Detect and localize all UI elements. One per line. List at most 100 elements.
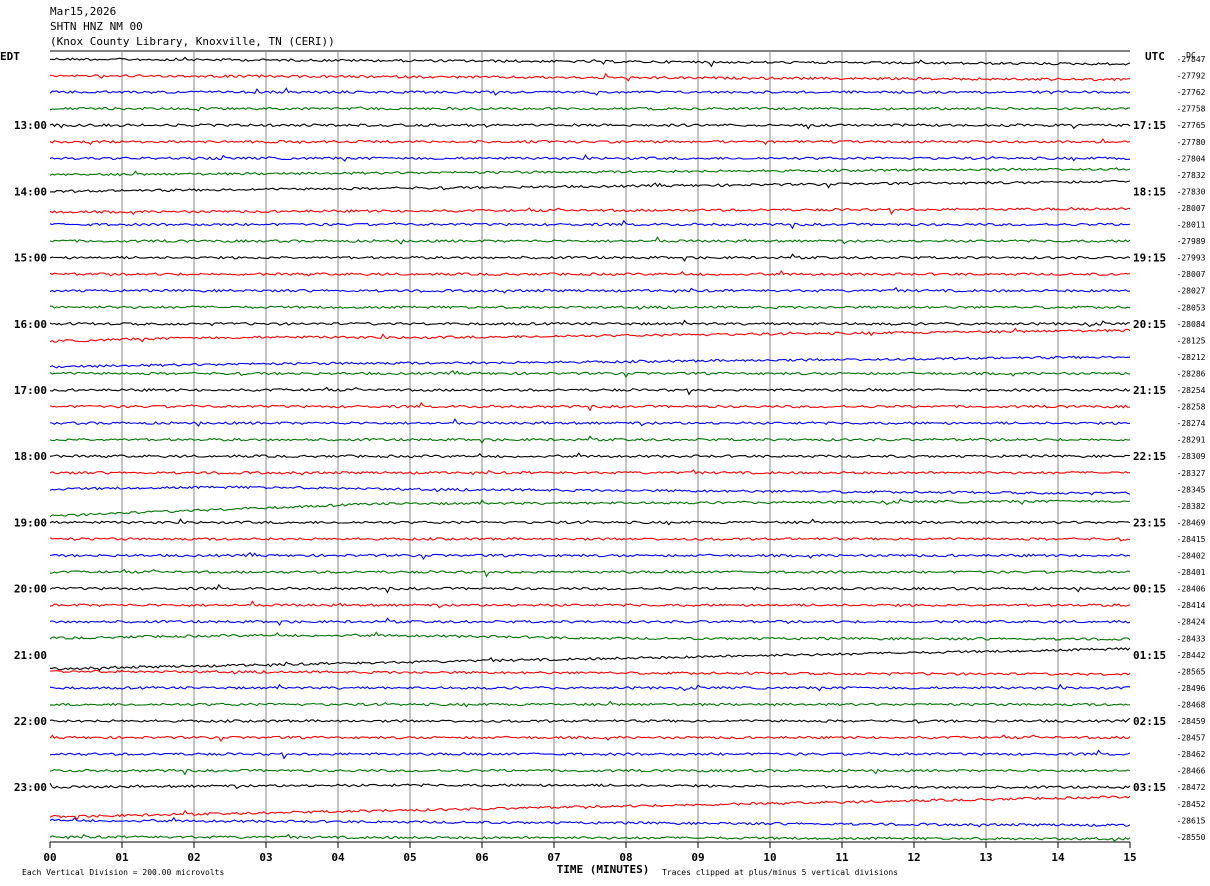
dc-offset-label: -28415 — [1177, 535, 1206, 544]
x-tick-label: 05 — [403, 851, 416, 864]
seismic-trace — [49, 600, 1131, 609]
dc-offset-label: -28011 — [1177, 221, 1206, 230]
seismic-trace — [49, 253, 1131, 262]
hour-label-edt: 20:00 — [14, 583, 47, 596]
left-timezone-label: EDT — [0, 50, 20, 63]
seismic-trace — [49, 418, 1131, 428]
seismic-trace — [49, 518, 1131, 526]
seismic-trace — [49, 783, 1131, 790]
x-tick-label: 13 — [979, 851, 992, 864]
hour-label-utc: 23:15 — [1133, 516, 1166, 529]
dc-offset-label: -28274 — [1177, 419, 1206, 428]
hour-label-edt: 22:00 — [14, 715, 47, 728]
seismic-trace — [50, 305, 1131, 310]
seismic-trace — [49, 167, 1131, 177]
hour-label-edt: 13:00 — [14, 119, 47, 132]
x-tick-label: 15 — [1123, 851, 1136, 864]
chart-location: (Knox County Library, Knoxville, TN (CER… — [50, 35, 335, 48]
hour-label-utc: 02:15 — [1133, 715, 1166, 728]
dc-offset-label: -28254 — [1177, 386, 1206, 395]
hour-label-utc: 18:15 — [1133, 185, 1166, 198]
hour-label-edt: 19:00 — [14, 516, 47, 529]
hour-label-edt: 15:00 — [14, 252, 47, 265]
seismic-trace — [49, 236, 1131, 245]
seismic-trace — [49, 768, 1131, 776]
x-tick-label: 03 — [259, 851, 272, 864]
x-tick-label: 02 — [187, 851, 200, 864]
dc-offset-label: -28382 — [1177, 502, 1206, 511]
seismic-trace — [49, 386, 1131, 396]
footer-scale-note: Each Vertical Division = 200.00 microvol… — [22, 868, 224, 877]
seismic-trace — [49, 537, 1131, 542]
seismic-trace — [49, 617, 1131, 627]
seismic-trace — [49, 327, 1131, 343]
x-tick-label: 06 — [475, 851, 489, 864]
x-tick-label: 10 — [763, 851, 776, 864]
hour-label-edt: 23:00 — [14, 781, 47, 794]
x-tick-label: 01 — [115, 851, 129, 864]
dc-offset-label: -28550 — [1177, 833, 1206, 842]
hour-label-utc: 20:15 — [1133, 318, 1166, 331]
seismic-trace — [49, 816, 1131, 828]
seismic-trace — [49, 749, 1131, 760]
dc-offset-label: -28212 — [1177, 353, 1206, 362]
dc-offset-label: -28027 — [1177, 287, 1206, 296]
seismic-trace — [49, 435, 1131, 444]
x-axis-title: TIME (MINUTES) — [557, 863, 650, 876]
seismic-trace — [49, 717, 1131, 724]
seismic-trace — [49, 206, 1131, 216]
right-timezone-label: UTC — [1145, 50, 1165, 63]
seismic-trace — [49, 583, 1131, 594]
dc-offset-label: -28084 — [1177, 320, 1206, 329]
dc-offset-label: -28345 — [1177, 485, 1206, 494]
seismic-trace — [49, 469, 1131, 476]
dc-offset-label: -28433 — [1177, 634, 1206, 643]
x-tick-label: 14 — [1051, 851, 1065, 864]
seismic-trace — [49, 56, 1131, 68]
seismic-trace — [49, 179, 1131, 194]
hour-label-utc: 01:15 — [1133, 649, 1166, 662]
x-tick-label: 04 — [331, 851, 345, 864]
dc-offset-label: -28007 — [1177, 204, 1206, 213]
seismic-trace — [49, 401, 1131, 412]
hour-label-utc: 17:15 — [1133, 119, 1166, 132]
hour-label-edt: 16:00 — [14, 318, 47, 331]
dc-offset-label: -28327 — [1177, 469, 1206, 478]
dc-offset-label: -28258 — [1177, 403, 1206, 412]
seismic-trace — [49, 355, 1131, 369]
x-tick-label: 09 — [691, 851, 704, 864]
dc-offset-label: -28406 — [1177, 585, 1206, 594]
hour-label-utc: 19:15 — [1133, 252, 1166, 265]
dc-offset-label: -28402 — [1177, 552, 1206, 561]
dc-offset-label: -28286 — [1177, 369, 1206, 378]
dc-offset-label: -27804 — [1177, 154, 1206, 163]
dc-offset-label: -28291 — [1177, 436, 1206, 445]
dc-offset-label: -27847 — [1177, 55, 1206, 64]
seismic-trace — [49, 452, 1130, 459]
hour-label-edt: 14:00 — [14, 185, 47, 198]
x-tick-label: 11 — [835, 851, 849, 864]
dc-offset-label: -28457 — [1177, 734, 1206, 743]
dc-offset-label: -28125 — [1177, 336, 1206, 345]
dc-offset-label: -27832 — [1177, 171, 1206, 180]
dc-offset-label: -28462 — [1177, 750, 1206, 759]
seismic-trace — [49, 631, 1131, 641]
dc-offset-label: -28565 — [1177, 667, 1206, 676]
hour-label-utc: 03:15 — [1133, 781, 1166, 794]
dc-offset-label: -28459 — [1177, 717, 1206, 726]
dc-offset-label: -28466 — [1177, 767, 1206, 776]
seismic-trace — [49, 106, 1131, 112]
seismic-trace — [49, 734, 1131, 743]
x-tick-label: 00 — [43, 851, 56, 864]
dc-offset-label: -27989 — [1177, 237, 1206, 246]
dc-offset-label: -28452 — [1177, 800, 1206, 809]
dc-offset-label: -27830 — [1177, 187, 1206, 196]
dc-offset-label: -28496 — [1177, 684, 1206, 693]
seismic-trace — [49, 270, 1131, 277]
hour-label-edt: 18:00 — [14, 450, 47, 463]
x-tick-label: 08 — [619, 851, 632, 864]
seismic-trace — [49, 647, 1131, 671]
seismic-trace — [49, 552, 1131, 561]
seismic-trace — [49, 319, 1131, 328]
